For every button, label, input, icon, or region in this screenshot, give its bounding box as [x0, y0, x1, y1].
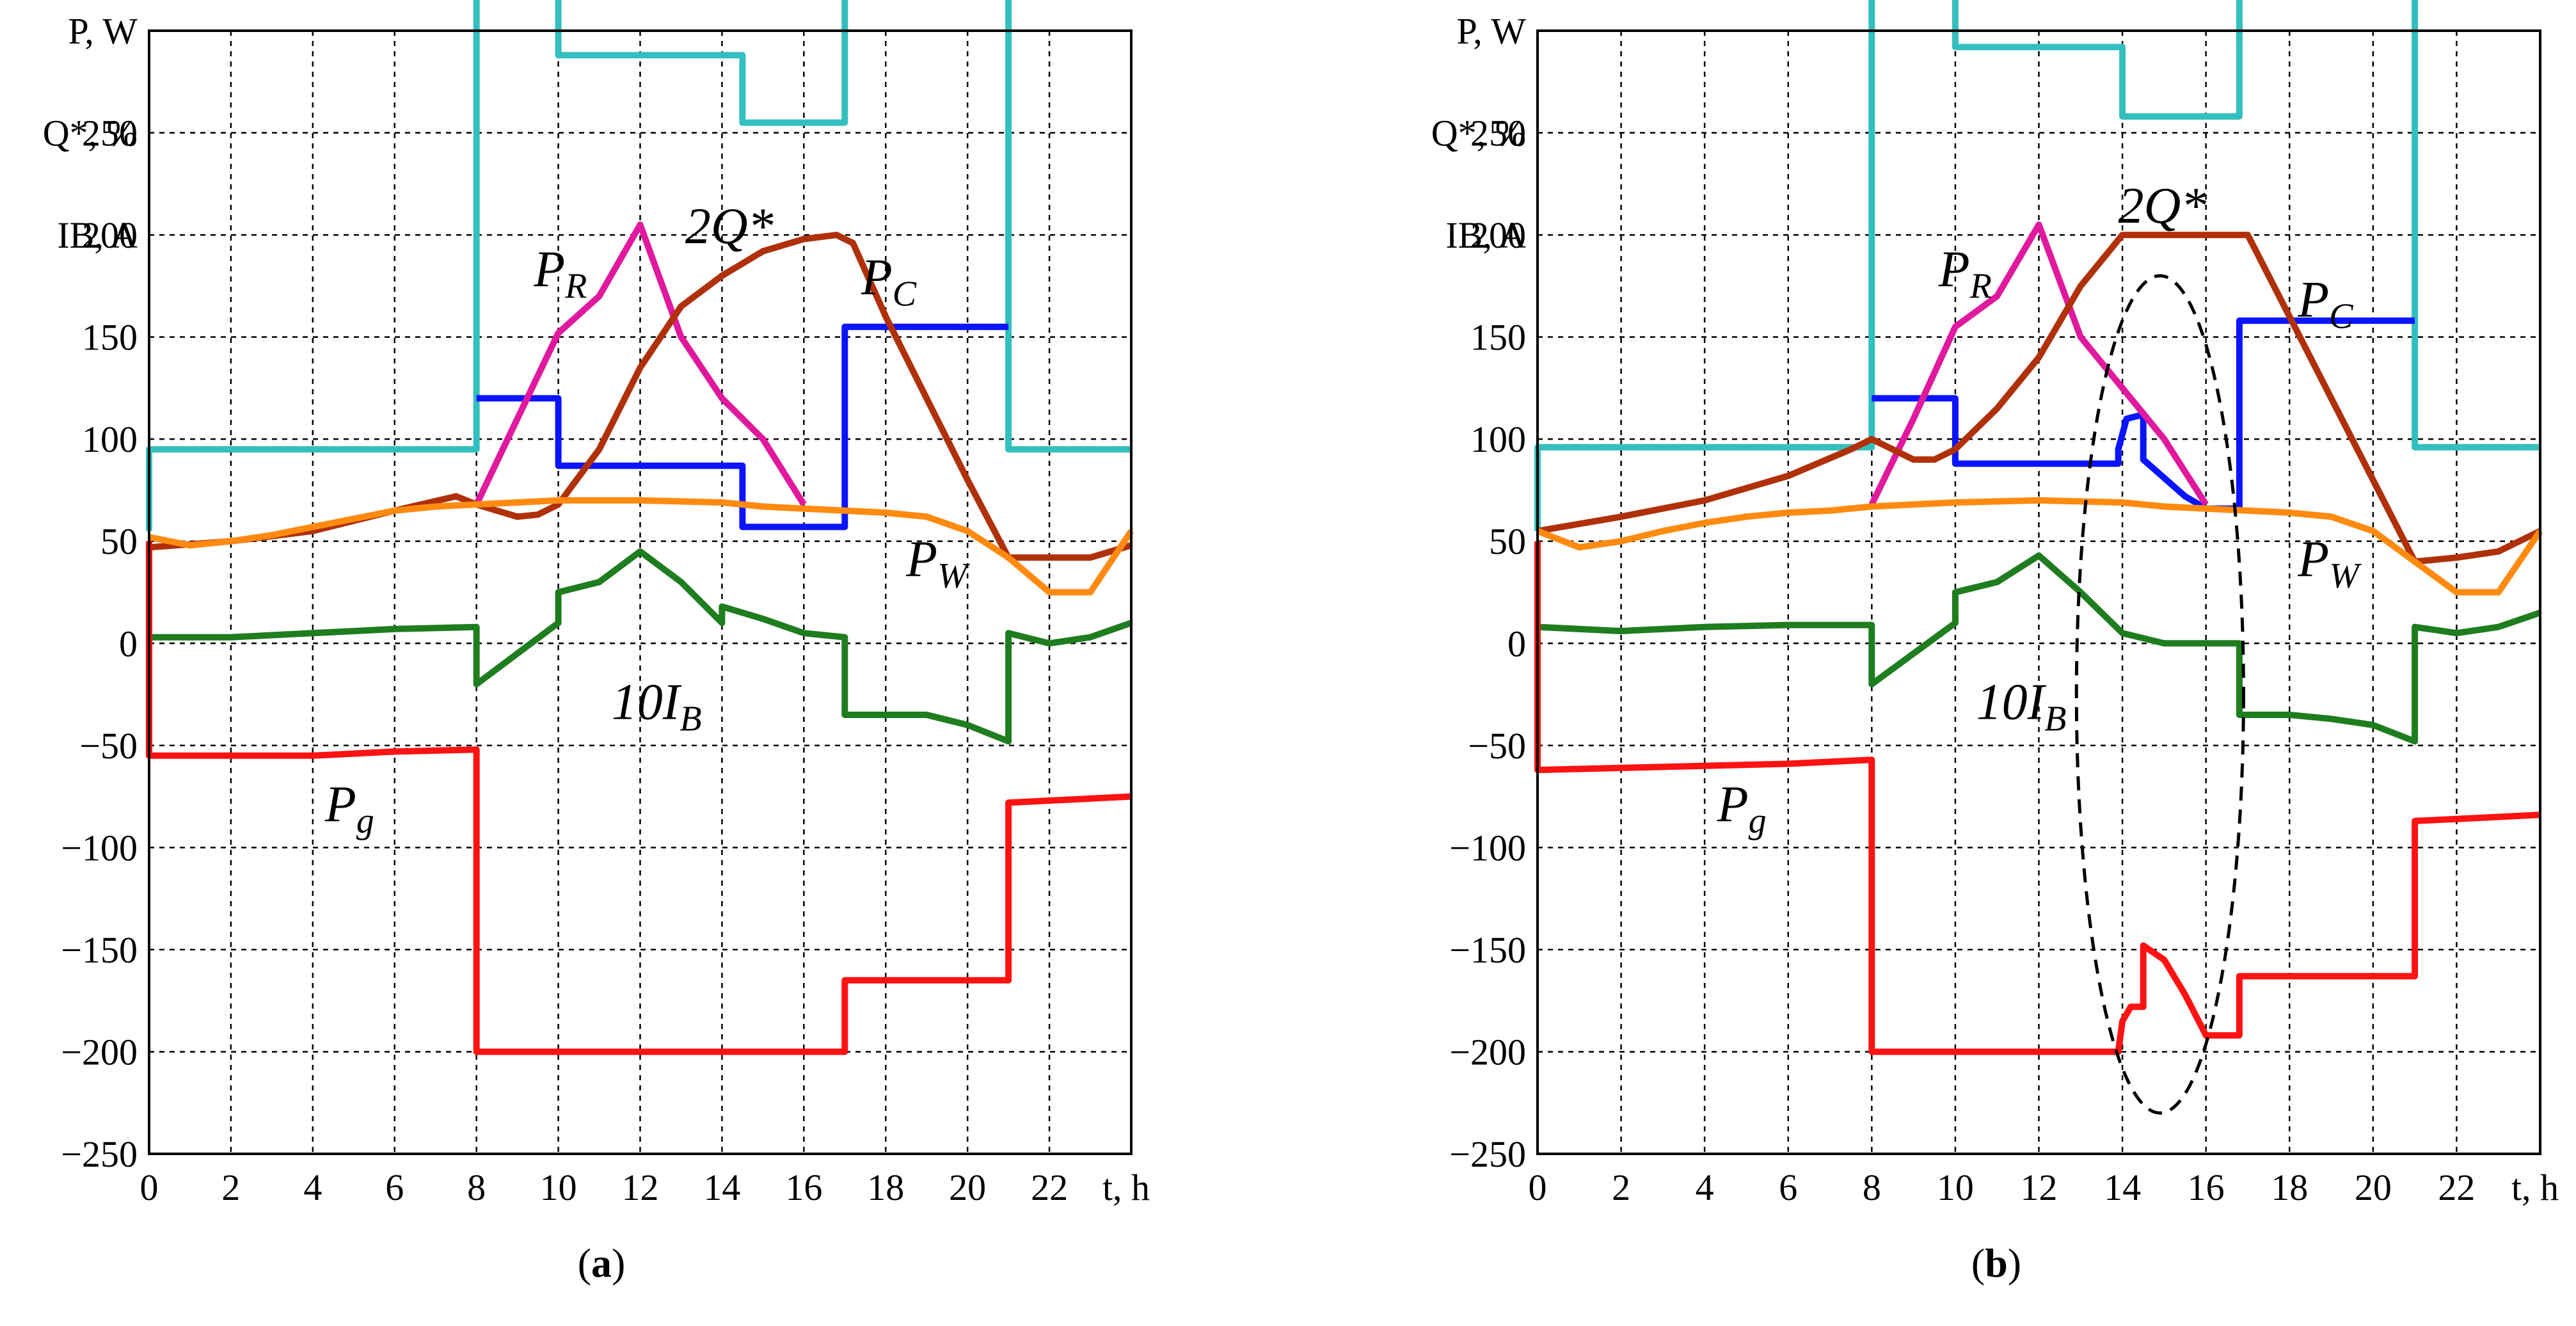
y-tick-label: 250	[82, 113, 138, 154]
x-tick-label: 16	[2188, 1167, 2225, 1208]
x-axis-label: t, h	[1102, 1167, 1150, 1208]
series-label: PW	[905, 531, 970, 596]
series-label: 2Q*	[2119, 178, 2207, 234]
series-line-2q	[1537, 232, 2542, 565]
y-tick-label: −150	[61, 929, 138, 971]
y-tick-label: −100	[61, 827, 138, 868]
x-tick-label: 18	[867, 1167, 904, 1208]
series-line-pr	[1868, 221, 2209, 506]
series-label: 10IB	[1976, 674, 2067, 739]
series-label: Pg	[1717, 776, 1767, 841]
y-tick-label: 150	[1470, 317, 1526, 358]
y-axis-label: P, W	[68, 10, 138, 52]
y-tick-label: 200	[82, 214, 138, 256]
x-tick-label: 4	[1696, 1167, 1714, 1208]
y-axis-label: IB, A	[57, 214, 138, 256]
y-tick-label: −250	[61, 1133, 138, 1175]
series-label: PW	[2297, 531, 2362, 596]
x-tick-label: 22	[2438, 1167, 2475, 1208]
x-tick-label: 6	[385, 1167, 404, 1208]
x-tick-label: 16	[785, 1167, 822, 1208]
y-axis-label: IB, A	[1445, 214, 1526, 256]
series-label: 10IB	[612, 674, 702, 739]
panel-caption: (b)	[1971, 1240, 2021, 1286]
series-line-pw	[148, 497, 1134, 596]
x-tick-label: 8	[467, 1167, 486, 1208]
y-tick-label: −200	[61, 1031, 138, 1073]
plot-frame	[1536, 29, 2541, 1155]
series-line-pg	[146, 541, 1132, 1055]
series-label: PC	[861, 250, 917, 314]
series-line-10ib	[1537, 552, 2541, 745]
y-axis-label: Q*, %	[43, 113, 138, 154]
y-tick-label: 100	[82, 419, 138, 460]
x-tick-label: 18	[2271, 1167, 2308, 1208]
series-line-pc	[476, 323, 1009, 531]
series-label: PLC	[472, 0, 548, 6]
series-label: 2Q*	[685, 198, 774, 255]
y-tick-label: −100	[1449, 827, 1526, 868]
x-tick-label: 4	[303, 1167, 322, 1208]
grid	[149, 29, 1131, 1154]
y-tick-label: −50	[79, 725, 138, 767]
y-axis-label: Q*, %	[1431, 113, 1526, 154]
x-tick-label: 10	[540, 1167, 577, 1208]
panel-caption: (a)	[578, 1240, 626, 1286]
plot-frame	[148, 29, 1133, 1155]
series-line-plc	[1534, 0, 2540, 531]
series-line-pg	[1534, 541, 2541, 1055]
x-tick-label: 14	[703, 1167, 740, 1208]
x-tick-label: 10	[1937, 1167, 1974, 1208]
y-tick-label: 150	[82, 317, 138, 358]
grid	[1538, 29, 2540, 1154]
series-label: Pg	[324, 776, 374, 841]
series-label: PC	[2297, 272, 2353, 337]
x-tick-label: 20	[949, 1167, 986, 1208]
y-tick-label: 50	[1489, 521, 1526, 563]
x-tick-label: 12	[622, 1167, 659, 1208]
x-tick-label: 20	[2355, 1167, 2392, 1208]
series-label: PR	[1938, 241, 1992, 306]
x-tick-label: 2	[1612, 1167, 1630, 1208]
x-tick-label: 0	[140, 1167, 159, 1208]
x-tick-label: 14	[2104, 1167, 2141, 1208]
y-tick-label: 250	[1470, 113, 1526, 154]
y-tick-label: 50	[100, 521, 138, 563]
x-tick-label: 8	[1863, 1167, 1881, 1208]
series-line-plc	[146, 0, 1131, 531]
x-tick-label: 22	[1031, 1167, 1068, 1208]
x-tick-label: 0	[1529, 1167, 1547, 1208]
y-tick-label: 0	[1507, 623, 1526, 664]
y-tick-label: −200	[1449, 1031, 1526, 1073]
highlight-ellipse	[2074, 274, 2245, 1115]
y-tick-label: −150	[1449, 929, 1526, 971]
x-axis-label: t, h	[2511, 1167, 2559, 1208]
y-tick-label: 200	[1470, 214, 1526, 256]
y-tick-label: 0	[119, 623, 138, 664]
series-line-2q	[148, 232, 1133, 561]
series-label: PR	[533, 241, 587, 306]
series-line-pw	[1536, 497, 2543, 596]
x-tick-label: 2	[221, 1167, 240, 1208]
series-line-10ib	[149, 548, 1133, 745]
series-line-pr	[473, 221, 807, 506]
y-axis-label: P, W	[1456, 10, 1526, 52]
y-tick-label: 100	[1470, 419, 1526, 460]
y-tick-label: −50	[1468, 725, 1526, 767]
x-tick-label: 6	[1779, 1167, 1797, 1208]
x-tick-label: 12	[2021, 1167, 2058, 1208]
y-tick-label: −250	[1449, 1133, 1526, 1175]
